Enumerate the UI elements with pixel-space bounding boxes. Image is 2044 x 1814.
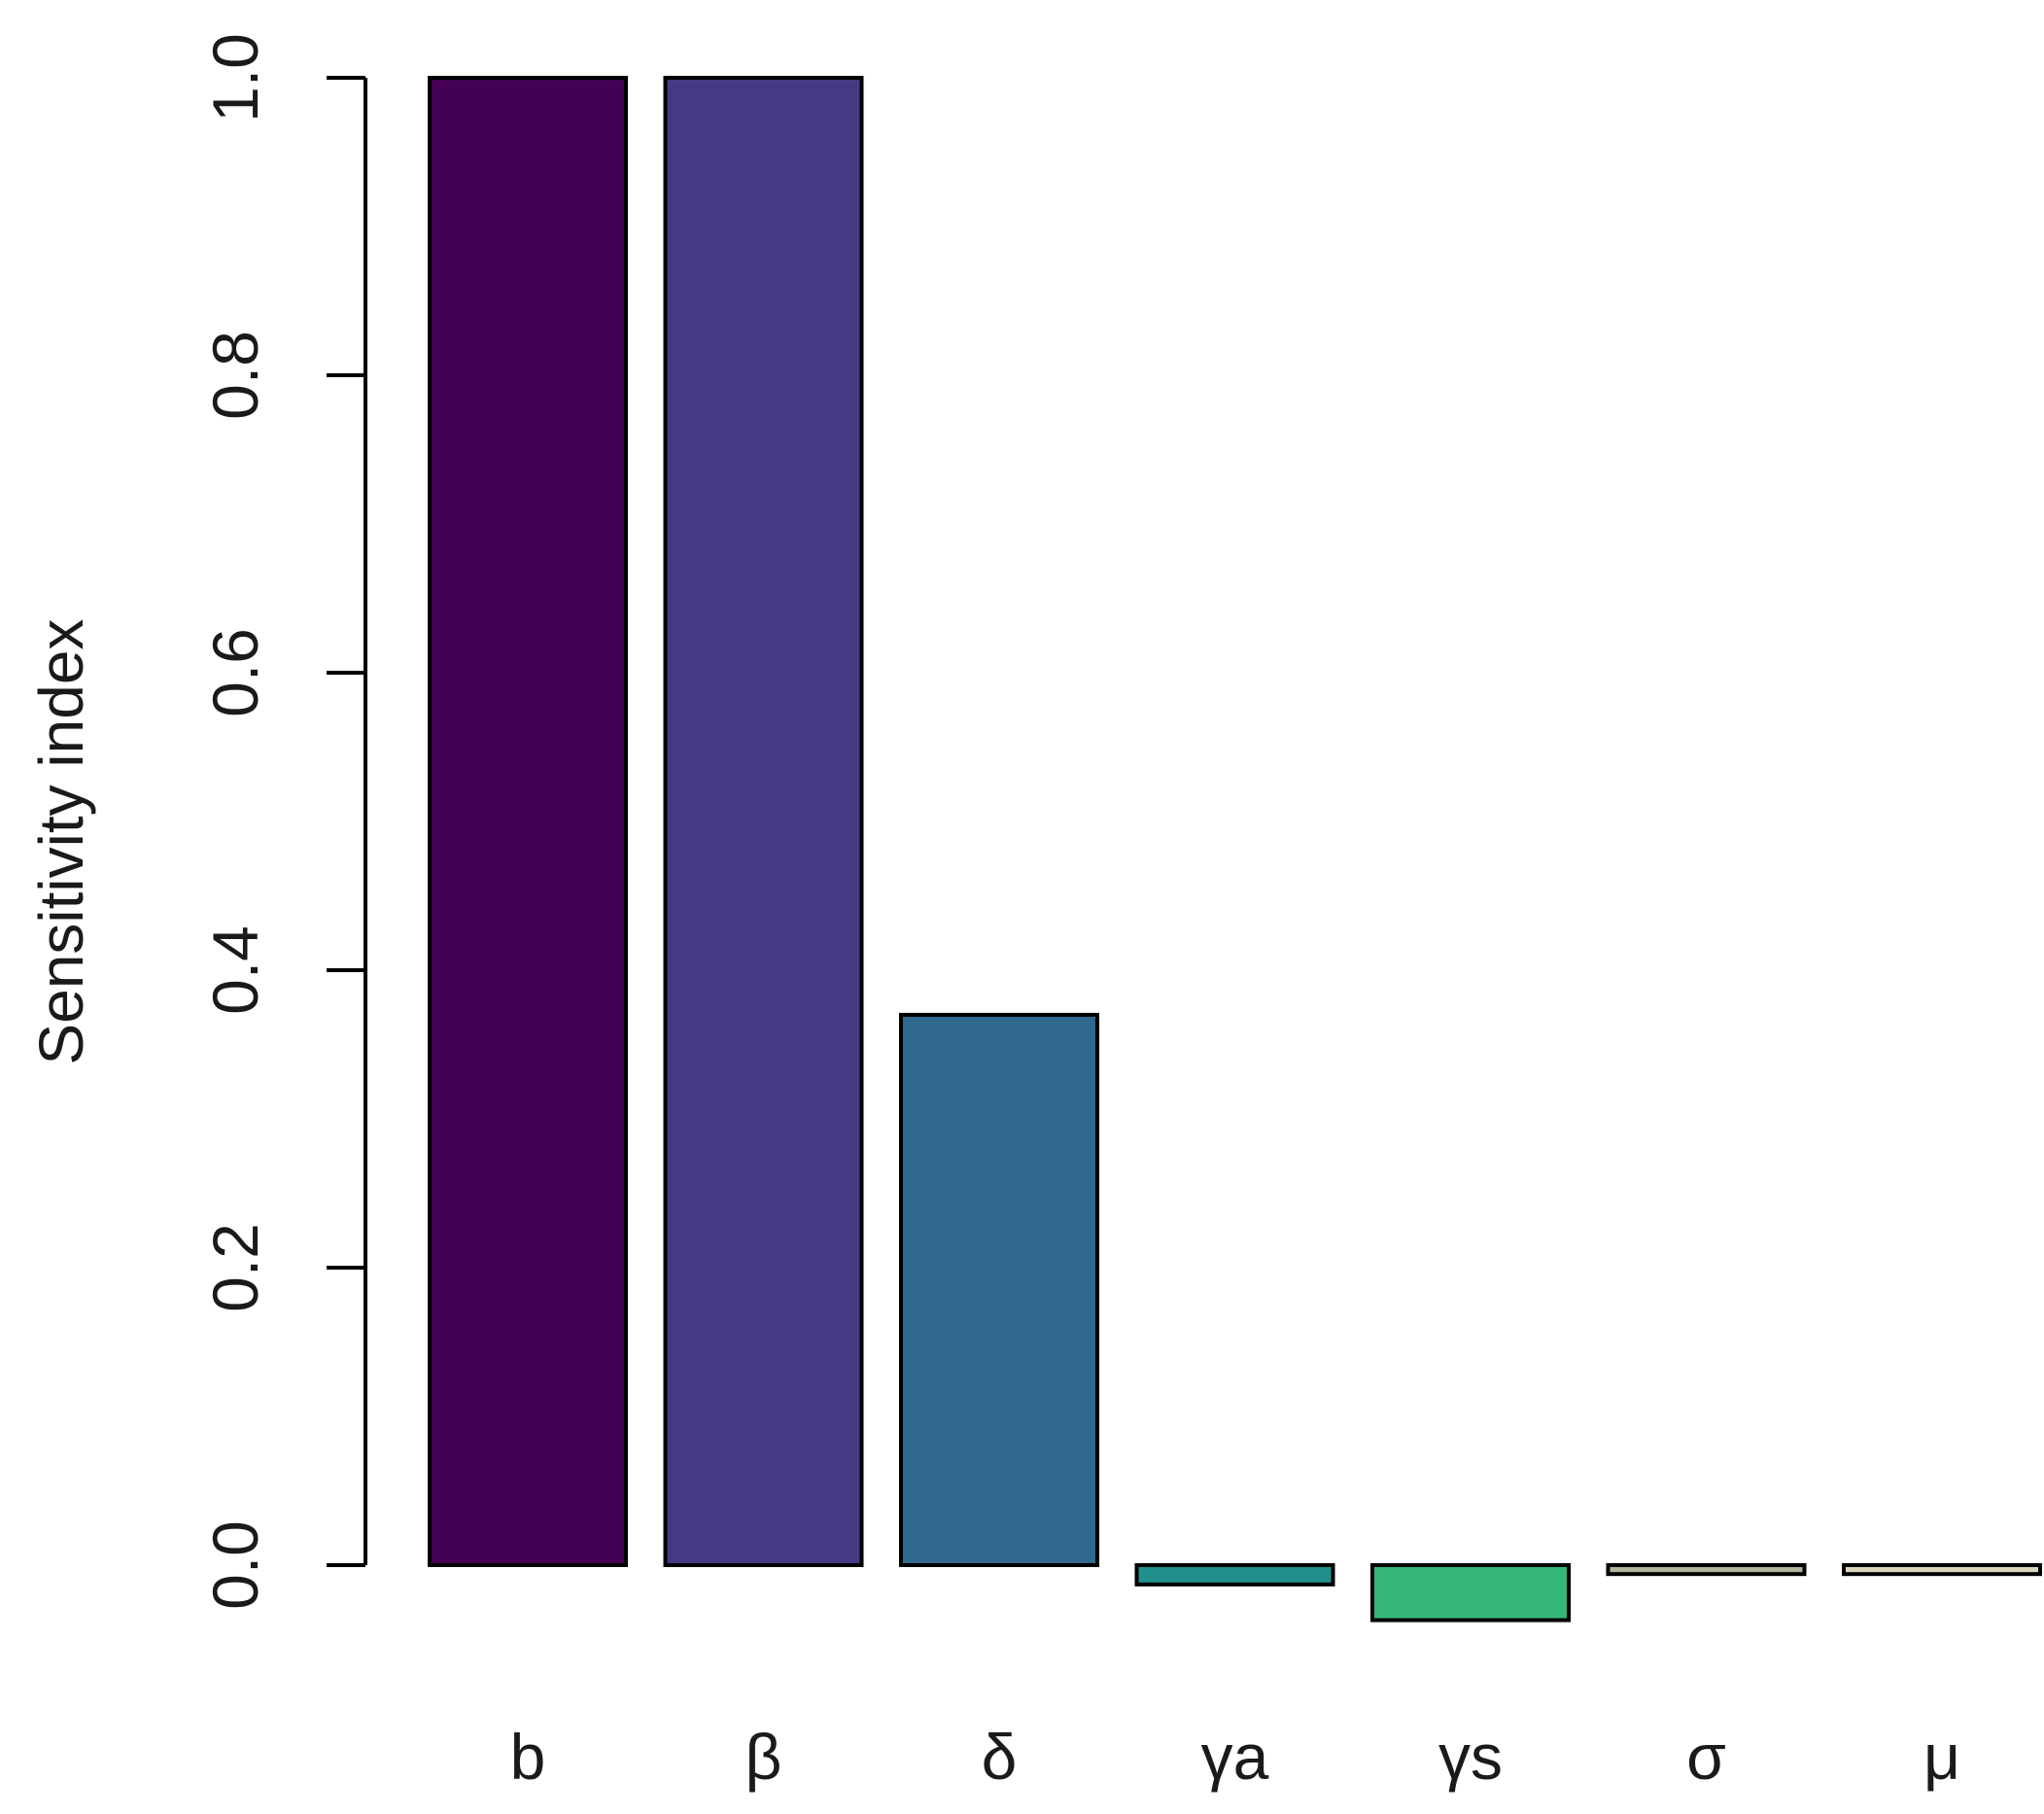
y-tick-label: 0.8 xyxy=(199,331,271,420)
bars xyxy=(428,76,2042,1622)
x-category-label: γs xyxy=(1438,1721,1503,1793)
y-tick-label: 0.6 xyxy=(199,628,271,717)
y-tick-label: 0.2 xyxy=(199,1223,271,1312)
bar xyxy=(1606,1563,1807,1577)
y-tick-label: 1.0 xyxy=(199,33,271,122)
bar xyxy=(663,76,864,1567)
category-labels: b β δ γa γs σ μ xyxy=(510,1721,1960,1793)
y-axis-label: Sensitivity index xyxy=(26,619,96,1065)
bar xyxy=(1134,1563,1335,1587)
bar xyxy=(1842,1563,2042,1577)
bar xyxy=(428,76,628,1567)
y-tick-label: 0.4 xyxy=(199,925,271,1015)
x-category-label: γa xyxy=(1201,1721,1269,1793)
y-tick-label: 0.0 xyxy=(199,1520,271,1610)
x-category-label: b xyxy=(510,1721,546,1793)
bar xyxy=(899,1012,1099,1567)
bar xyxy=(1370,1563,1571,1622)
x-category-label: μ xyxy=(1923,1721,1960,1793)
x-category-label: δ xyxy=(982,1721,1018,1793)
x-category-label: β xyxy=(745,1721,782,1793)
x-category-label: σ xyxy=(1686,1721,1726,1793)
y-axis: 0.0 0.2 0.4 0.6 0.8 1.0 xyxy=(199,33,367,1610)
